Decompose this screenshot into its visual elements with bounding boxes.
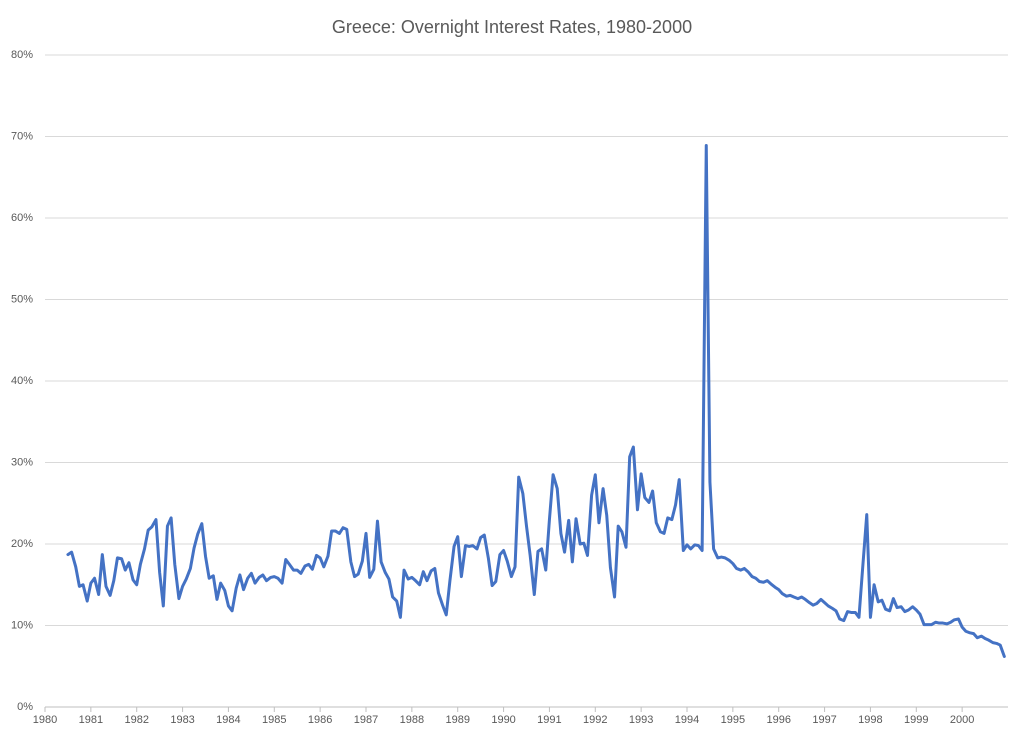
x-tick-label: 1984	[216, 714, 240, 726]
x-tick-label: 1989	[445, 714, 469, 726]
y-tick-label: 10%	[11, 619, 33, 631]
x-tick-label: 1996	[766, 714, 790, 726]
x-tick-label: 1990	[491, 714, 515, 726]
y-tick-label: 80%	[11, 49, 33, 61]
y-tick-label: 70%	[11, 130, 33, 142]
y-tick-label: 50%	[11, 293, 33, 305]
x-tick-label: 1993	[629, 714, 653, 726]
x-tick-label: 1991	[537, 714, 561, 726]
x-tick-label: 2000	[950, 714, 974, 726]
x-tick-label: 1987	[354, 714, 378, 726]
x-tick-label: 1988	[400, 714, 424, 726]
y-tick-label: 20%	[11, 538, 33, 550]
x-tick-label: 1995	[721, 714, 745, 726]
x-tick-label: 1985	[262, 714, 286, 726]
x-tick-label: 1980	[33, 714, 57, 726]
x-tick-label: 1998	[858, 714, 882, 726]
y-tick-label: 40%	[11, 375, 33, 387]
x-tick-label: 1997	[812, 714, 836, 726]
x-tick-label: 1994	[675, 714, 699, 726]
chart-title: Greece: Overnight Interest Rates, 1980-2…	[332, 17, 692, 37]
data-line	[66, 143, 1006, 658]
x-tick-label: 1999	[904, 714, 928, 726]
y-tick-label: 0%	[17, 701, 33, 713]
y-tick-label: 30%	[11, 456, 33, 468]
x-tick-label: 1983	[170, 714, 194, 726]
x-tick-label: 1981	[79, 714, 103, 726]
x-tick-label: 1992	[583, 714, 607, 726]
x-tick-label: 1982	[124, 714, 148, 726]
y-tick-label: 60%	[11, 212, 33, 224]
x-tick-label: 1986	[308, 714, 332, 726]
